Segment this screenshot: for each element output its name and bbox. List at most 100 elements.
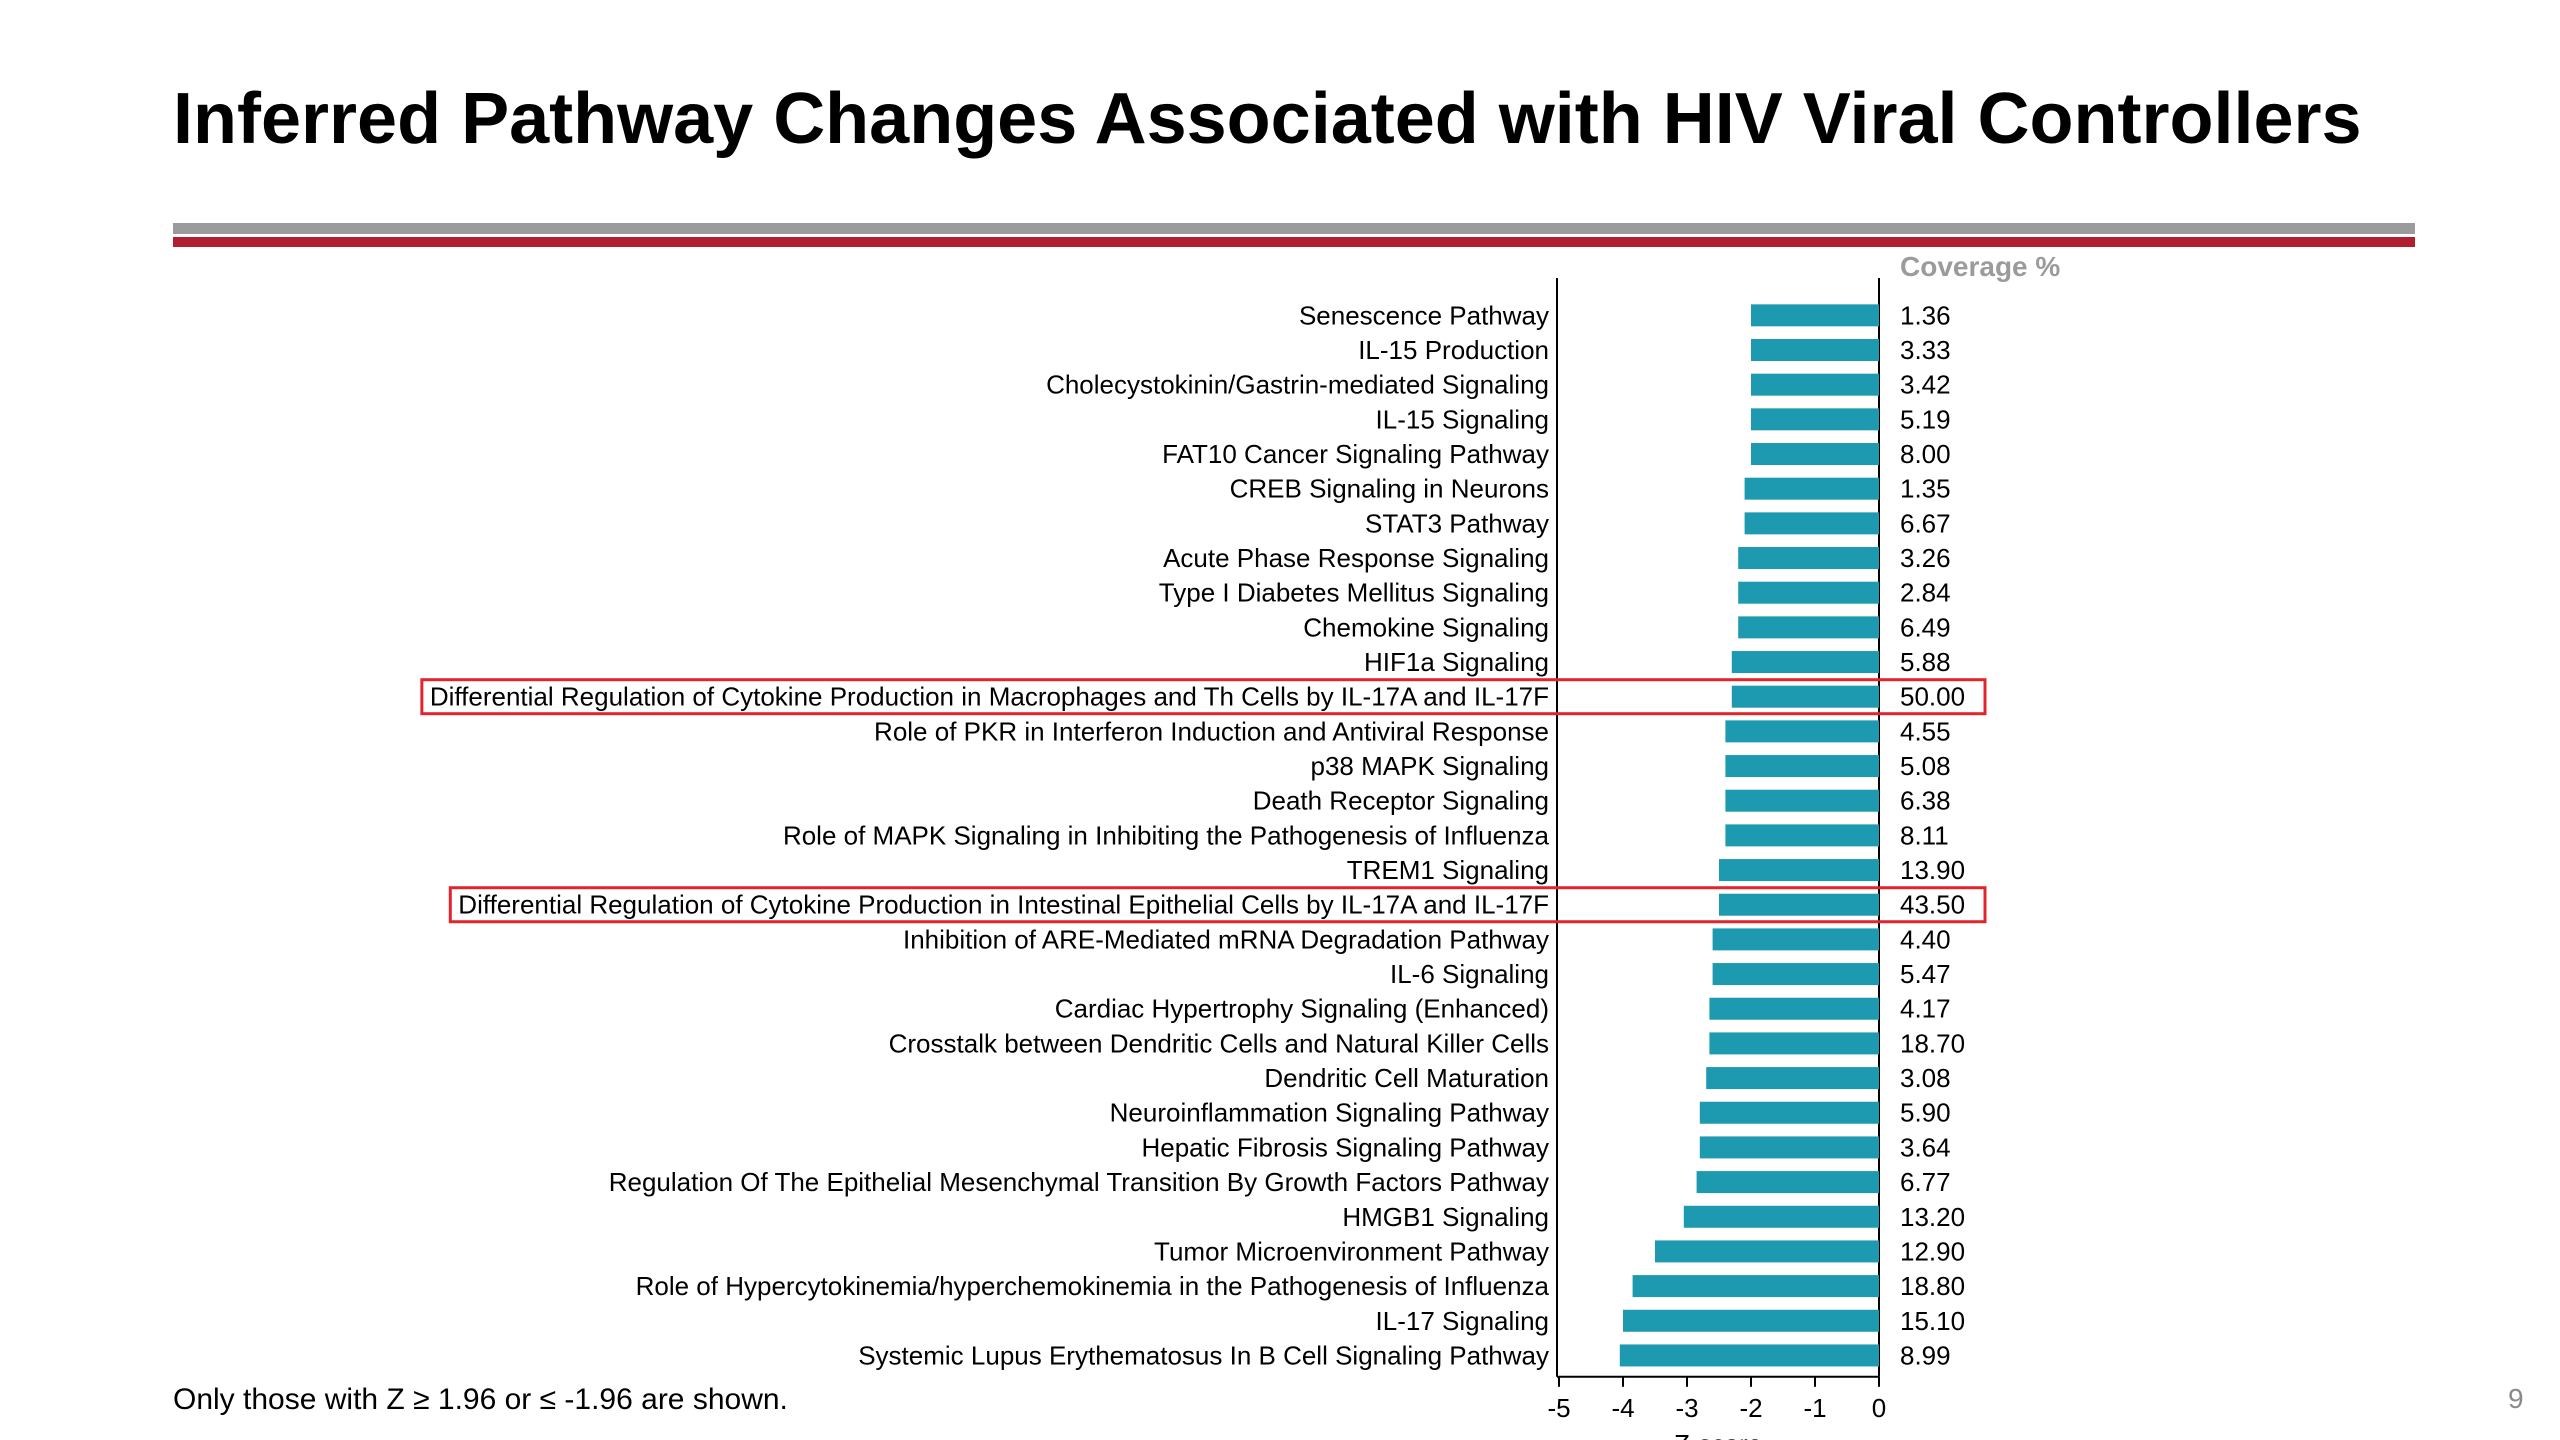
coverage-header: Coverage % [1900, 251, 2060, 282]
category-label: IL-15 Production [1358, 335, 1549, 365]
bar [1683, 1205, 1879, 1228]
bar [1751, 339, 1879, 362]
category-label: Regulation Of The Epithelial Mesenchymal… [609, 1167, 1549, 1197]
title-rule-gray [173, 223, 2415, 234]
coverage-value: 18.80 [1900, 1271, 1965, 1301]
category-label: TREM1 Signaling [1347, 855, 1549, 885]
category-label: Acute Phase Response Signaling [1163, 543, 1549, 573]
coverage-value: 4.17 [1900, 994, 1951, 1024]
coverage-value: 2.84 [1900, 578, 1951, 608]
category-label: Role of Hypercytokinemia/hyperchemokinem… [636, 1271, 1550, 1301]
category-label: IL-15 Signaling [1376, 404, 1549, 434]
coverage-value: 5.47 [1900, 959, 1951, 989]
bar [1738, 616, 1879, 639]
category-label: Role of PKR in Interferon Induction and … [874, 716, 1549, 746]
bar [1709, 997, 1879, 1020]
category-label: Differential Regulation of Cytokine Prod… [458, 890, 1549, 920]
category-label: HMGB1 Signaling [1342, 1202, 1549, 1232]
category-label: IL-17 Signaling [1376, 1306, 1549, 1336]
bar [1632, 1275, 1879, 1298]
category-label: Death Receptor Signaling [1253, 786, 1549, 816]
category-label: Senescence Pathway [1299, 300, 1549, 330]
coverage-value: 12.90 [1900, 1236, 1965, 1266]
bar [1712, 928, 1879, 951]
bar [1655, 1240, 1879, 1263]
coverage-value: 3.42 [1900, 370, 1951, 400]
category-label: Dendritic Cell Maturation [1264, 1063, 1549, 1093]
bar [1751, 408, 1879, 431]
category-label: Tumor Microenvironment Pathway [1154, 1236, 1549, 1266]
coverage-value: 4.55 [1900, 716, 1951, 746]
coverage-value: 5.88 [1900, 647, 1951, 677]
category-label: Hepatic Fibrosis Signaling Pathway [1141, 1132, 1549, 1162]
coverage-value: 5.19 [1900, 404, 1951, 434]
bar [1709, 1032, 1879, 1055]
category-label: Systemic Lupus Erythematosus In B Cell S… [858, 1340, 1549, 1370]
title-rule-red [173, 237, 2415, 247]
bar [1725, 755, 1879, 778]
x-tick-label: 0 [1872, 1393, 1886, 1423]
footnote: Only those with Z ≥ 1.96 or ≤ -1.96 are … [173, 1383, 788, 1416]
category-label: Cardiac Hypertrophy Signaling (Enhanced) [1055, 994, 1549, 1024]
bar [1731, 651, 1879, 674]
coverage-value: 1.35 [1900, 474, 1951, 504]
coverage-value: 3.33 [1900, 335, 1951, 365]
bar [1725, 789, 1879, 812]
coverage-value: 5.90 [1900, 1098, 1951, 1128]
category-label: Chemokine Signaling [1303, 612, 1549, 642]
category-label: IL-6 Signaling [1390, 959, 1549, 989]
coverage-value: 1.36 [1900, 300, 1951, 330]
coverage-value: 6.67 [1900, 508, 1951, 538]
bar [1731, 685, 1879, 708]
coverage-value: 8.00 [1900, 439, 1951, 469]
slide-title: Inferred Pathway Changes Associated with… [173, 79, 2362, 159]
coverage-value: 13.90 [1900, 855, 1965, 885]
coverage-value: 15.10 [1900, 1306, 1965, 1336]
bar [1706, 1067, 1879, 1090]
bar [1696, 1171, 1879, 1194]
bar [1725, 824, 1879, 847]
bar [1699, 1136, 1879, 1159]
coverage-value: 8.99 [1900, 1340, 1951, 1370]
coverage-value: 18.70 [1900, 1028, 1965, 1058]
page-number: 9 [2508, 1383, 2524, 1414]
category-label: Inhibition of ARE-Mediated mRNA Degradat… [903, 924, 1549, 954]
category-label: Cholecystokinin/Gastrin-mediated Signali… [1046, 370, 1549, 400]
x-tick-label: -3 [1675, 1393, 1698, 1423]
coverage-value: 6.49 [1900, 612, 1951, 642]
bar [1719, 893, 1879, 916]
bar [1738, 547, 1879, 570]
x-tick-label: -2 [1739, 1393, 1762, 1423]
highlight-box [420, 678, 1987, 716]
bar [1738, 581, 1879, 604]
coverage-value: 8.11 [1900, 820, 1949, 850]
category-label: p38 MAPK Signaling [1311, 751, 1549, 781]
category-label: FAT10 Cancer Signaling Pathway [1162, 439, 1549, 469]
category-label: Differential Regulation of Cytokine Prod… [430, 682, 1549, 712]
coverage-value: 13.20 [1900, 1202, 1965, 1232]
bar [1744, 512, 1879, 535]
coverage-value: 3.26 [1900, 543, 1951, 573]
x-tick-label: -5 [1547, 1393, 1570, 1423]
coverage-value: 6.38 [1900, 786, 1951, 816]
highlight-box [448, 886, 1987, 924]
coverage-value: 5.08 [1900, 751, 1951, 781]
bar [1699, 1101, 1879, 1124]
coverage-value: 4.40 [1900, 924, 1951, 954]
coverage-value: 6.77 [1900, 1167, 1951, 1197]
coverage-value: 3.08 [1900, 1063, 1951, 1093]
x-tick-label: -4 [1611, 1393, 1634, 1423]
bar [1751, 443, 1879, 466]
bar [1619, 1344, 1879, 1367]
category-label: Crosstalk between Dendritic Cells and Na… [889, 1028, 1549, 1058]
coverage-value: 43.50 [1900, 890, 1965, 920]
category-label: Type I Diabetes Mellitus Signaling [1159, 578, 1549, 608]
category-label: Neuroinflammation Signaling Pathway [1110, 1098, 1549, 1128]
bar [1712, 963, 1879, 986]
bar [1623, 1309, 1879, 1332]
bar [1751, 304, 1879, 327]
category-label: STAT3 Pathway [1365, 508, 1549, 538]
bar [1751, 373, 1879, 396]
category-label: CREB Signaling in Neurons [1230, 474, 1549, 504]
